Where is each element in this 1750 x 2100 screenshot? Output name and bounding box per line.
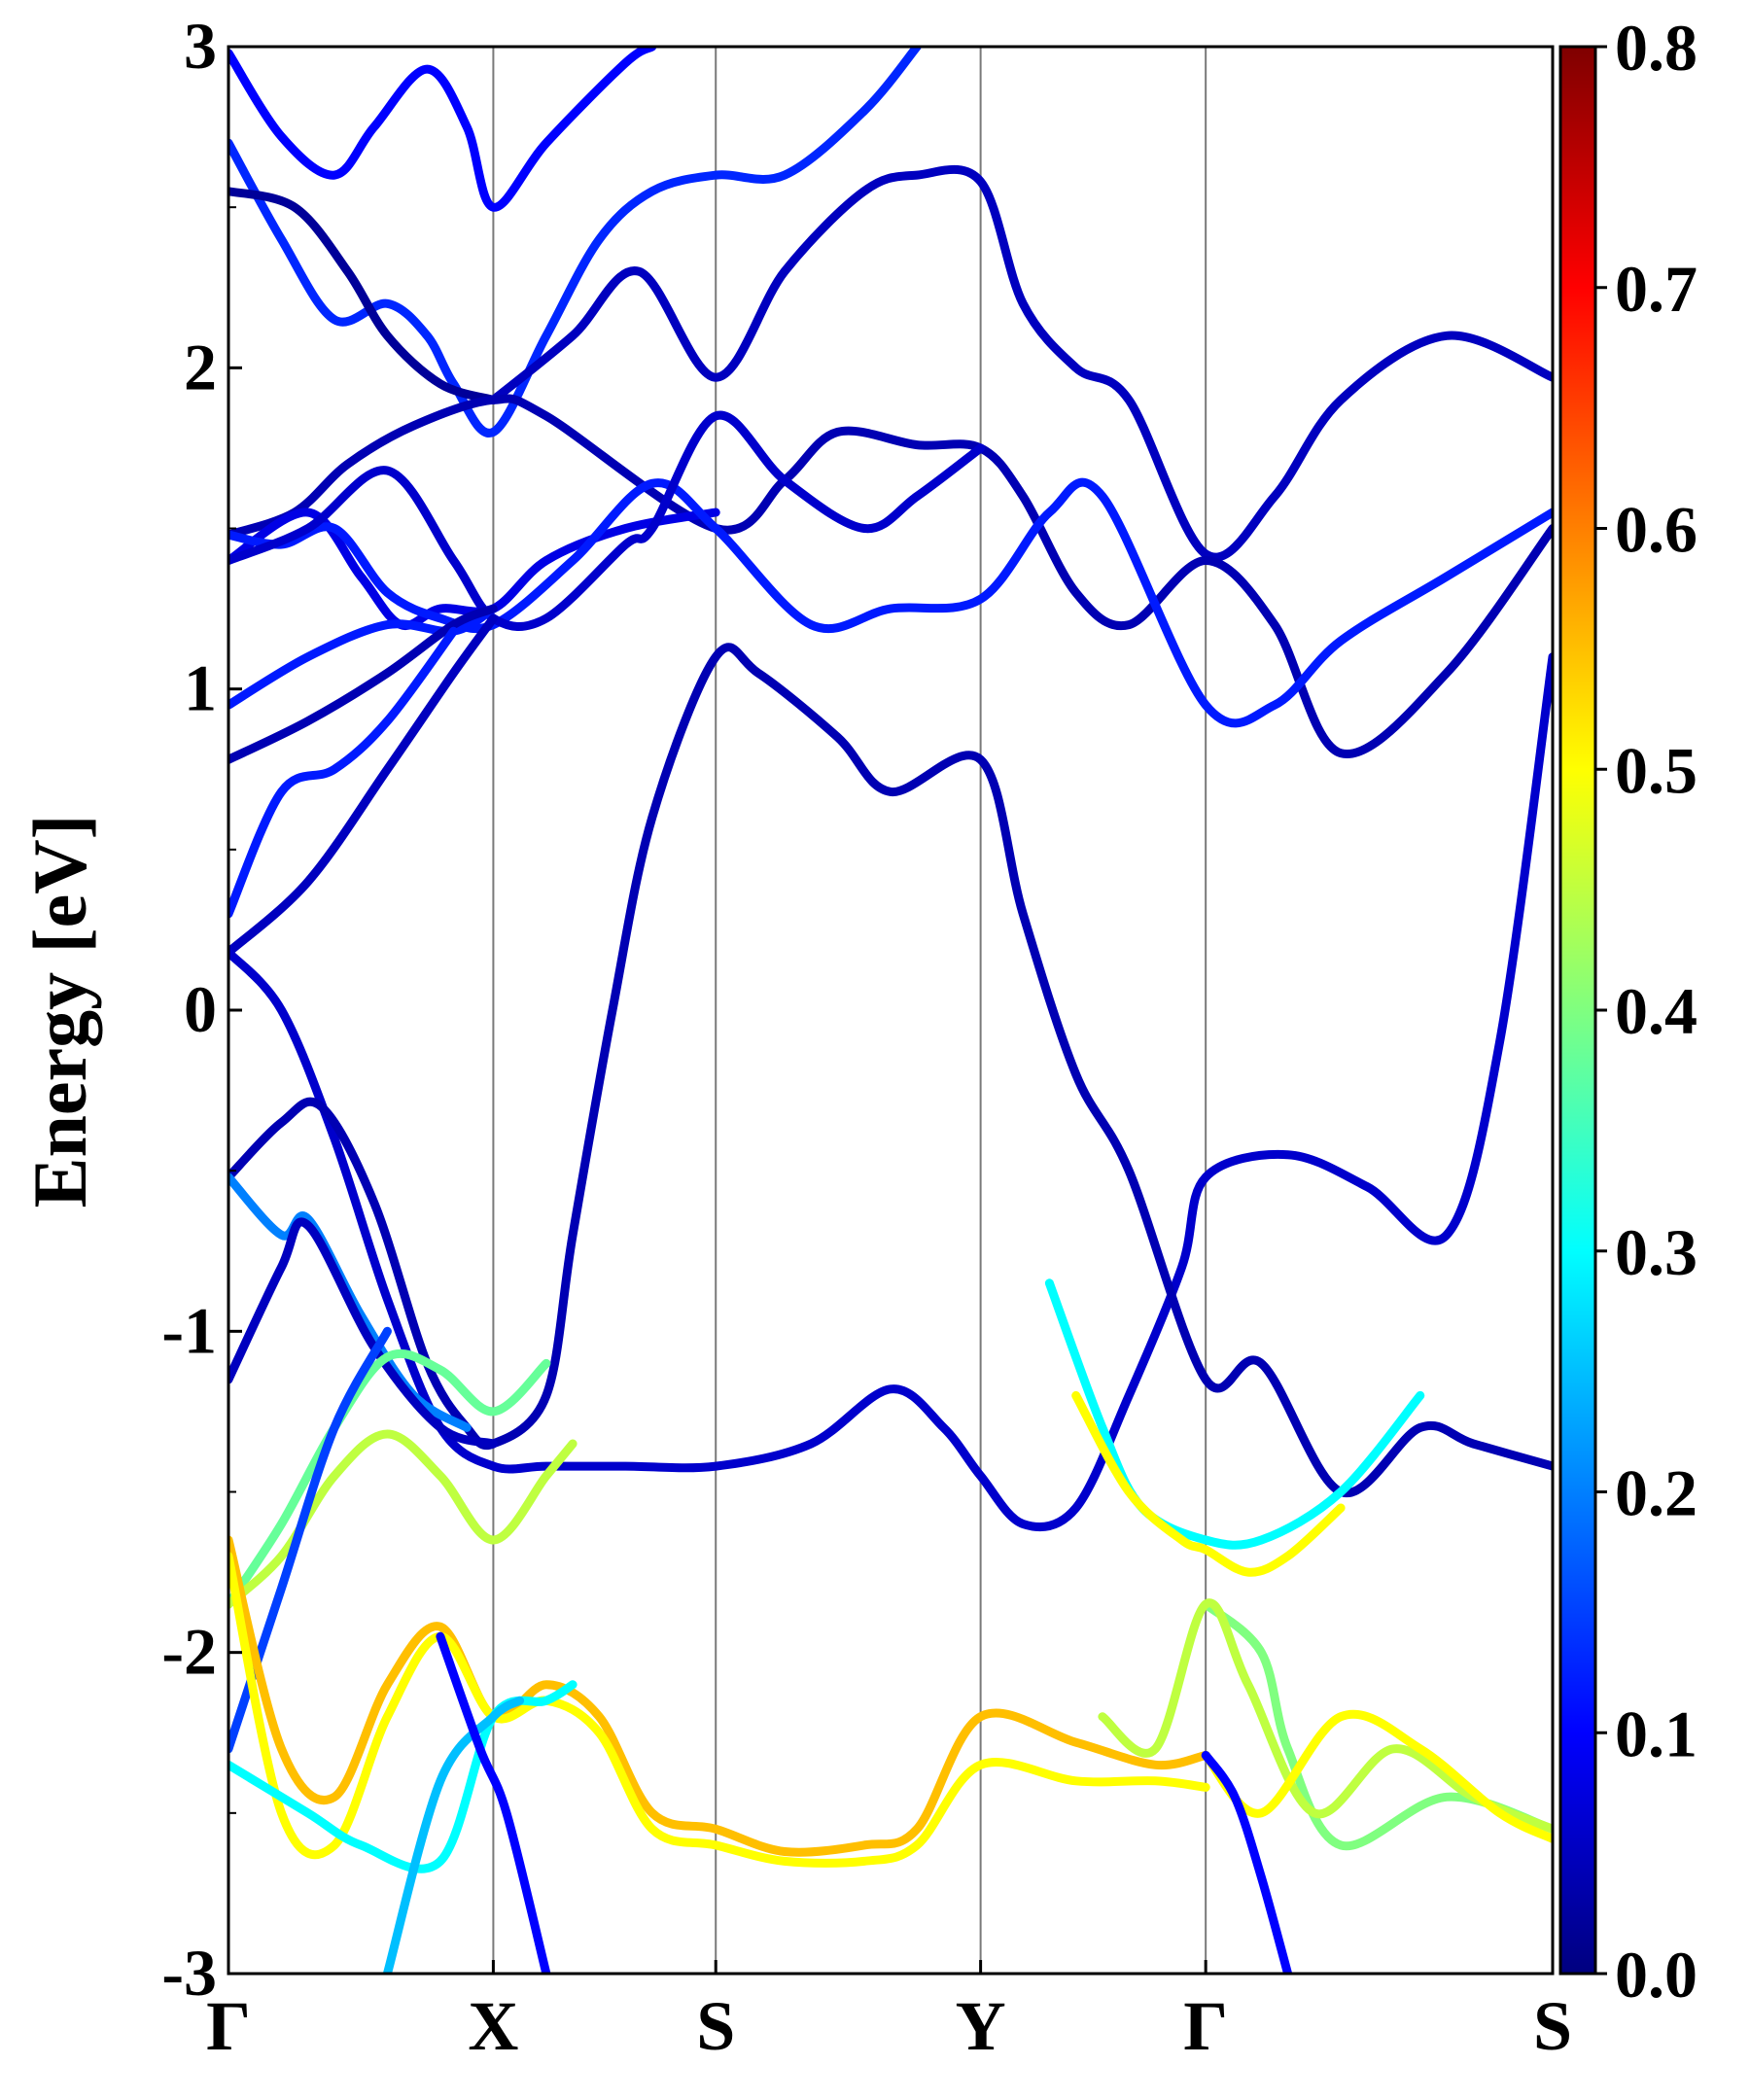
y-axis-label: Energy [eV] (18, 814, 102, 1208)
band-line (228, 1680, 578, 1873)
colorbar-tick-label: 0.8 (1615, 11, 1698, 85)
x-tick-label: Y (956, 1987, 1006, 2065)
y-tick-label: 0 (184, 972, 217, 1046)
y-tick-label: -1 (161, 1293, 217, 1367)
band-line (488, 164, 1553, 562)
colorbar-tick-label: 0.0 (1615, 1938, 1698, 2012)
band-line (228, 613, 498, 957)
band-line (1098, 1598, 1553, 1834)
band-line (228, 626, 458, 919)
band-line (228, 394, 1553, 759)
band-line (1201, 1599, 1553, 1851)
y-tick-label: 3 (184, 9, 217, 83)
band-line (228, 47, 657, 212)
band-line (228, 187, 498, 404)
y-tick-label: 2 (184, 330, 217, 403)
colorbar-tick-label: 0.7 (1615, 252, 1698, 326)
band-line (1071, 1390, 1346, 1577)
band-line (382, 1696, 525, 1974)
band-line (1201, 1709, 1553, 1843)
bands (228, 47, 1553, 1974)
colorbar-tick-label: 0.1 (1615, 1697, 1698, 1770)
band-line (228, 1348, 551, 1609)
x-tick-label: S (1533, 1987, 1572, 2065)
y-tick-label: 1 (184, 651, 217, 725)
colorbar-tick-label: 0.6 (1615, 493, 1698, 567)
band-line (228, 1535, 1210, 1857)
y-tick-label: -2 (161, 1615, 217, 1689)
colorbar-tick-label: 0.4 (1615, 974, 1698, 1048)
x-tick-label: X (468, 1987, 518, 2065)
band-line (228, 477, 1553, 728)
x-tick-label: Γ (206, 1987, 251, 2065)
y-tick-label: -3 (161, 1936, 217, 2010)
colorbar-tick-label: 0.2 (1615, 1456, 1698, 1530)
band-line (228, 604, 498, 710)
colorbar-gradient (1558, 45, 1597, 1976)
band-line (436, 1631, 551, 1974)
band-line (228, 1429, 578, 1609)
x-tick-label: Γ (1183, 1987, 1228, 2065)
band-line (228, 1217, 498, 1449)
band-line (1201, 1750, 1293, 1974)
x-tick-label: S (696, 1987, 735, 2065)
y-axis: -3 -2 -1 0 1 2 3 (161, 9, 242, 2010)
band-line (228, 652, 1553, 1532)
band-line (228, 508, 720, 631)
band-line (1044, 1278, 1425, 1550)
colorbar-tick-label: 0.5 (1615, 733, 1698, 807)
band-line (228, 410, 986, 631)
colorbar-tick-label: 0.3 (1615, 1215, 1698, 1289)
colorbar: 0.0 0.1 0.2 0.3 0.4 0.5 0.6 0.7 0.8 (1558, 11, 1698, 2012)
band-line (228, 604, 498, 764)
band-line (228, 643, 1553, 1498)
band-line (228, 47, 922, 438)
plot-area (227, 45, 1555, 1976)
